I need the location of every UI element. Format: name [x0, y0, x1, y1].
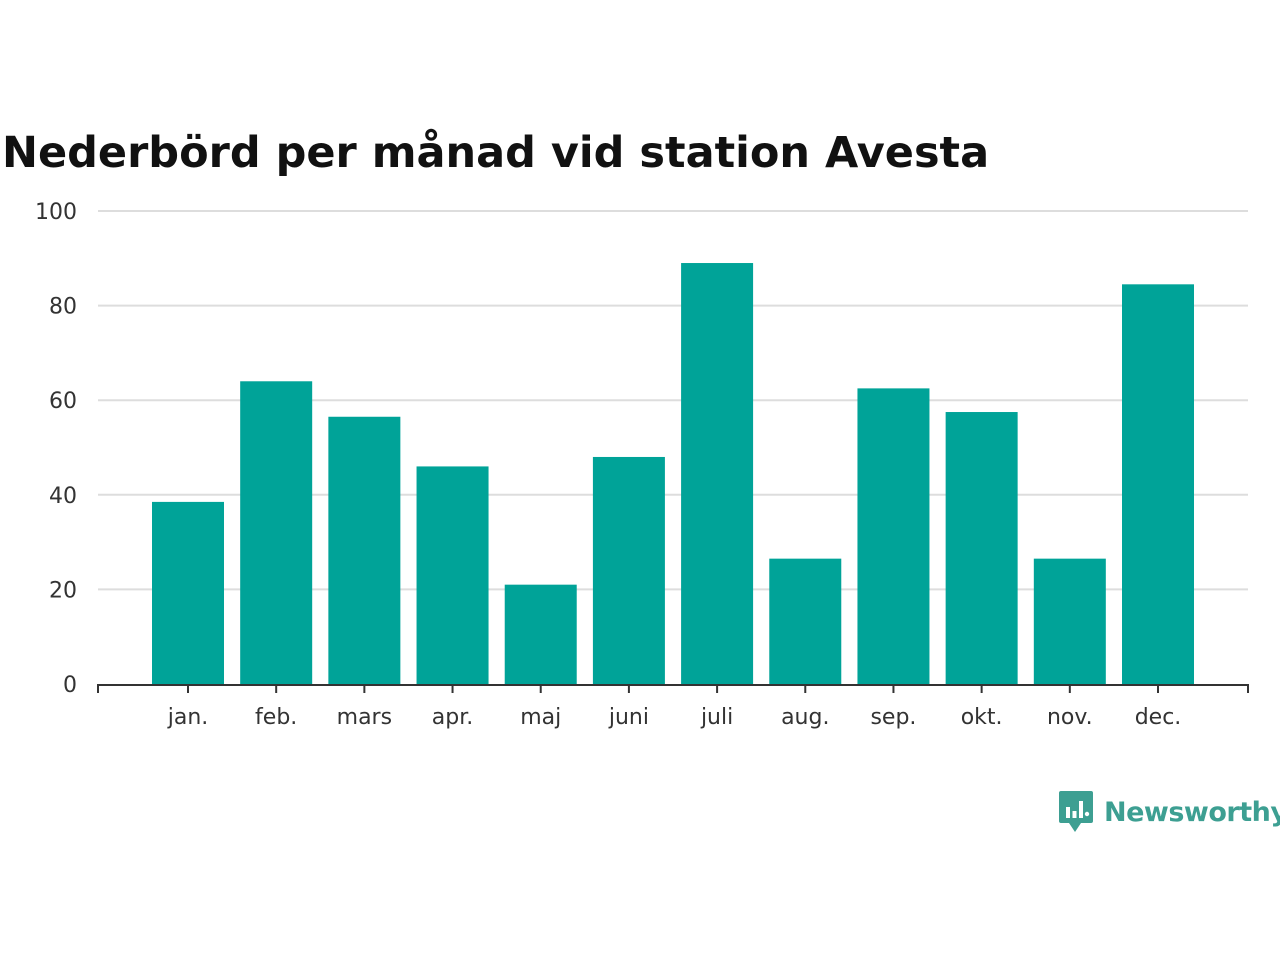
- brand-name: Newsworthy: [1104, 796, 1280, 828]
- x-tick-label: jan.: [167, 705, 209, 730]
- y-tick-label: 80: [49, 295, 77, 320]
- x-tick-label: aug.: [781, 705, 829, 730]
- bar: [416, 466, 489, 684]
- chart-title: Nederbörd per månad vid station Avesta: [2, 128, 990, 178]
- x-tick-label: juli: [700, 705, 733, 730]
- y-tick-label: 0: [63, 673, 77, 698]
- x-axis: [97, 684, 1249, 693]
- x-tick-label: feb.: [255, 705, 297, 730]
- x-tick-label: okt.: [961, 705, 1003, 730]
- bar: [681, 263, 754, 684]
- bar: [769, 558, 842, 684]
- x-axis-ticks: jan. feb. mars apr. maj juni juli aug. sep. okt. n…: [167, 684, 1182, 730]
- bar: [328, 416, 401, 684]
- x-tick-label: apr.: [432, 705, 473, 730]
- newsworthy-chart-icon: [1059, 791, 1093, 832]
- bars: [152, 263, 1194, 684]
- y-tick-label: 40: [49, 484, 77, 509]
- newsworthy-logo: Newsworthy: [1058, 790, 1280, 834]
- bar: [504, 584, 577, 684]
- x-tick-label: nov.: [1047, 705, 1093, 730]
- y-tick-label: 60: [49, 389, 77, 414]
- bar: [152, 501, 224, 684]
- y-axis-ticks: 0 20 40 60 80 100: [35, 200, 77, 698]
- bar: [240, 381, 313, 684]
- bar: [1033, 558, 1106, 684]
- x-tick-label: maj: [520, 705, 561, 730]
- x-tick-label: dec.: [1135, 705, 1182, 730]
- bar: [857, 388, 930, 684]
- x-tick-label: juni: [608, 705, 649, 730]
- y-tick-label: 20: [49, 578, 77, 603]
- bar: [592, 456, 665, 684]
- bar: [945, 412, 1018, 684]
- x-tick-label: mars: [337, 705, 392, 730]
- bar: [1122, 284, 1194, 684]
- x-tick-label: sep.: [870, 705, 916, 730]
- y-tick-label: 100: [35, 200, 77, 225]
